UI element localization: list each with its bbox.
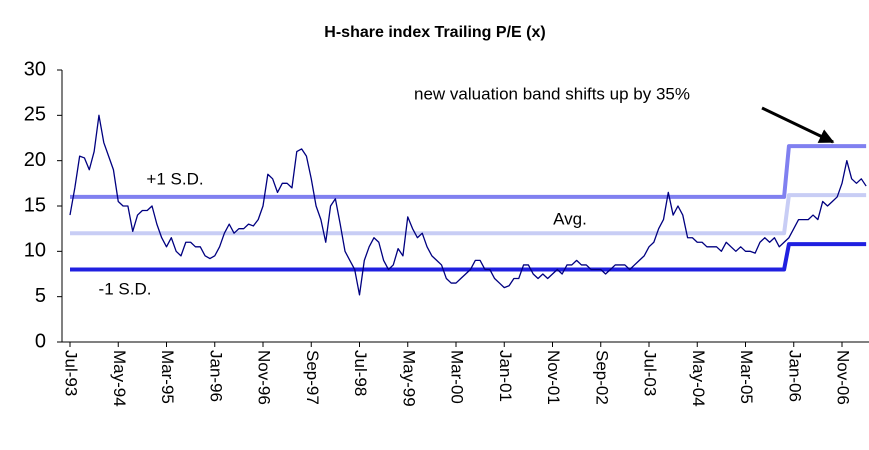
y-tick-label: 30 [24, 58, 46, 80]
x-tick-label: May-99 [399, 350, 418, 407]
annotation-arrow [761, 106, 835, 144]
series-label: +1 S.D. [146, 169, 203, 188]
series-label: -1 S.D. [99, 279, 152, 298]
x-tick-label: Nov-96 [255, 350, 274, 405]
series-line [70, 193, 867, 236]
x-tick-label: Jan-01 [496, 350, 515, 402]
series-line [70, 144, 867, 199]
y-tick-label: 10 [24, 240, 46, 262]
annotation: new valuation band shifts up by 35% [414, 84, 690, 103]
x-tick-label: May-94 [110, 350, 129, 407]
y-tick-label: 25 [24, 104, 46, 126]
x-tick-label: Jul-93 [62, 350, 81, 396]
y-tick-label: 20 [24, 149, 46, 171]
x-tick-label: Nov-06 [834, 350, 853, 405]
x-tick-label: Nov-01 [544, 350, 563, 405]
series-line [69, 114, 867, 296]
chart-title: H-share index Trailing P/E (x) [324, 24, 545, 41]
x-tick-label: Jul-03 [641, 350, 660, 396]
x-tick-label: Sep-02 [592, 350, 611, 405]
y-tick-label: 5 [35, 285, 46, 307]
x-tick-label: Mar-95 [158, 350, 177, 404]
x-tick-label: Jul-98 [351, 350, 370, 396]
x-tick-label: Jan-96 [206, 350, 225, 402]
series-label: Avg. [553, 209, 587, 228]
y-tick-label: 15 [24, 194, 46, 216]
x-tick-label: May-04 [689, 350, 708, 407]
series-line [70, 242, 867, 272]
x-tick-label: Mar-00 [448, 350, 467, 404]
y-tick-label: 0 [35, 330, 46, 352]
x-tick-label: Sep-97 [303, 350, 322, 405]
x-tick-label: Mar-05 [737, 350, 756, 404]
x-tick-label: Jan-06 [785, 350, 804, 402]
